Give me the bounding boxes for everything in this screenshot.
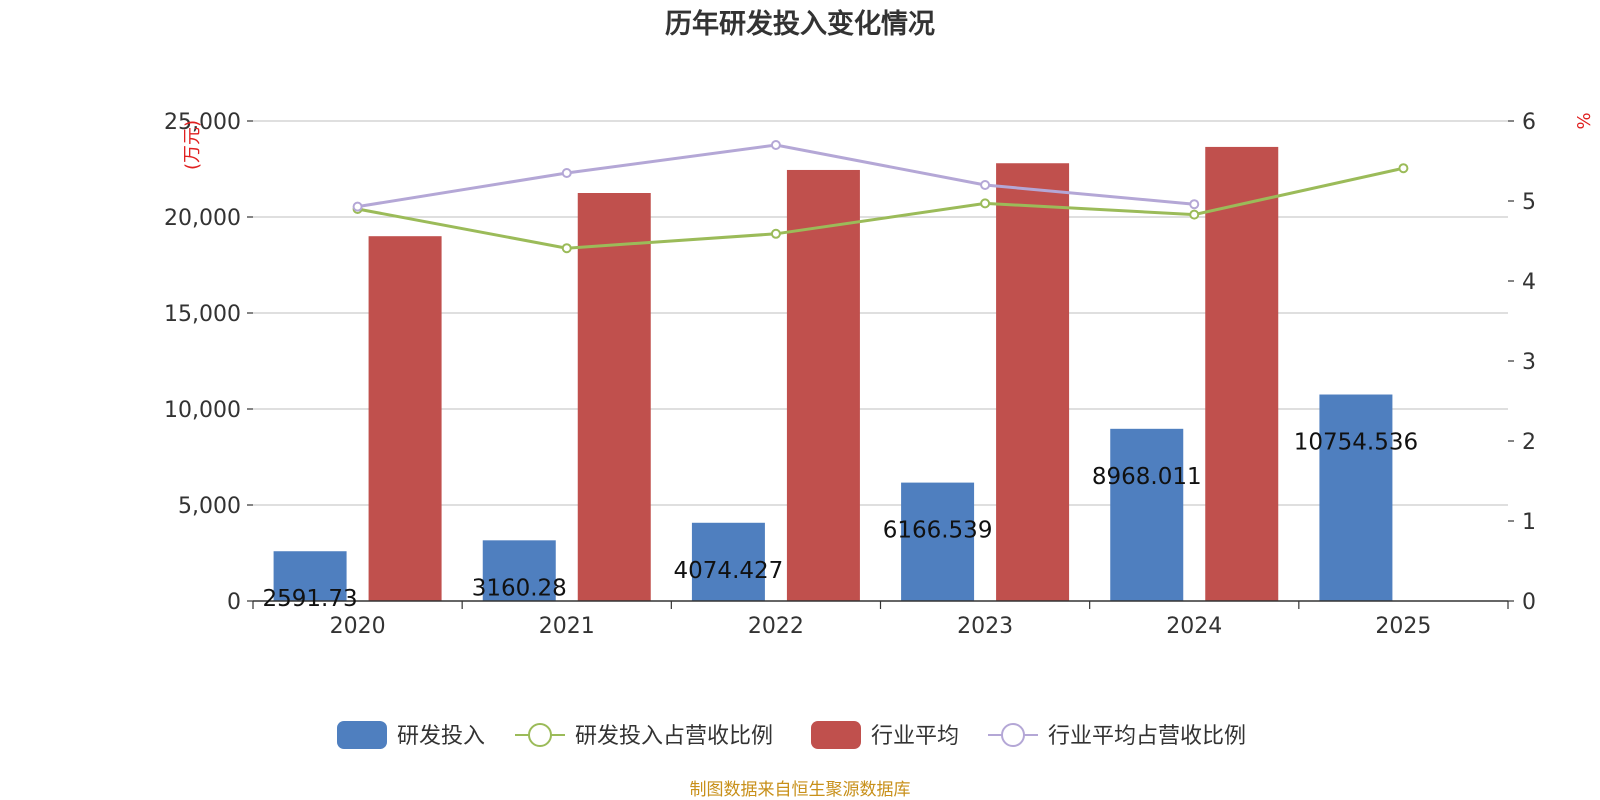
- line-point: [352, 201, 363, 212]
- left-axis-tick-label: 5,000: [178, 494, 241, 519]
- x-axis-tick-label: 2020: [330, 614, 386, 639]
- line-point: [1398, 163, 1409, 174]
- legend-swatch: [337, 721, 387, 749]
- legend-swatch-marker: [1001, 723, 1025, 747]
- right-axis-unit: %: [1574, 112, 1595, 129]
- legend-label: 研发投入占营收比例: [575, 724, 773, 749]
- tick-labels: 0 5,000 10,000 15,000 20,000 25,000 0 1 2 3 4 5 6 202…: [164, 110, 1536, 639]
- x-axis-tick-label: 2025: [1375, 614, 1431, 639]
- legend: 研发投入 研发投入占营收比例 行业平均 行业平均占营收比例: [337, 721, 1246, 749]
- line-point: [980, 198, 991, 209]
- left-axis-tick-label: 0: [227, 590, 241, 615]
- bar: [901, 482, 975, 601]
- bar: [577, 193, 651, 601]
- right-axis-tick-label: 4: [1522, 270, 1536, 295]
- bar: [1319, 394, 1393, 601]
- bar: [691, 522, 765, 601]
- x-axis-tick-label: 2024: [1166, 614, 1222, 639]
- left-axis-tick-label: 10,000: [164, 398, 241, 423]
- source-note: 制图数据来自恒生聚源数据库: [690, 780, 911, 800]
- bar: [1205, 146, 1279, 602]
- line-point: [770, 140, 781, 150]
- x-axis-tick-label: 2023: [957, 614, 1013, 639]
- right-axis-tick-label: 1: [1522, 510, 1536, 535]
- bar-data-label: 10754.536: [1294, 430, 1418, 456]
- right-axis-tick-label: 3: [1522, 350, 1536, 375]
- right-axis-tick-label: 5: [1522, 190, 1536, 215]
- axes: [247, 120, 1514, 609]
- right-axis-tick-label: 2: [1522, 430, 1536, 455]
- series-line: [357, 166, 1404, 250]
- bars: [273, 146, 1393, 602]
- line-point: [770, 228, 781, 239]
- lines: [352, 140, 1409, 254]
- bar-data-label: 2591.73: [263, 586, 358, 612]
- left-axis-unit: (万元): [182, 120, 203, 170]
- bar: [273, 551, 347, 601]
- line-point: [1189, 209, 1200, 220]
- bar-data-label: 3160.28: [472, 575, 567, 601]
- legend-label: 行业平均占营收比例: [1048, 724, 1246, 749]
- legend-swatch: [811, 721, 861, 749]
- x-axis-tick-label: 2022: [748, 614, 804, 639]
- line-point: [1189, 199, 1200, 210]
- line-point: [561, 168, 572, 178]
- left-axis-tick-label: 15,000: [164, 302, 241, 327]
- bar: [786, 169, 860, 601]
- grid-lines: [253, 120, 1508, 506]
- x-axis-tick-label: 2021: [539, 614, 595, 639]
- line-point: [561, 243, 572, 254]
- bar: [482, 540, 556, 601]
- bar-data-label: 8968.011: [1092, 464, 1202, 490]
- bar: [996, 163, 1070, 602]
- bar: [368, 236, 442, 601]
- bar: [1110, 428, 1184, 601]
- bar-data-label: 6166.539: [883, 518, 993, 544]
- legend-label: 研发投入: [397, 724, 485, 749]
- right-axis-tick-label: 0: [1522, 590, 1536, 615]
- legend-label: 行业平均: [871, 724, 959, 749]
- chart-title: 历年研发投入变化情况: [665, 8, 935, 40]
- data-labels: 2591.73 3160.28 4074.427 6166.539 8968.011 10…: [263, 430, 1419, 613]
- right-axis-tick-label: 6: [1522, 110, 1536, 135]
- bar-data-label: 4074.427: [674, 558, 784, 584]
- line-point: [980, 180, 991, 190]
- legend-swatch-marker: [528, 723, 552, 747]
- left-axis-tick-label: 25,000: [164, 110, 241, 135]
- left-axis-tick-label: 20,000: [164, 206, 241, 231]
